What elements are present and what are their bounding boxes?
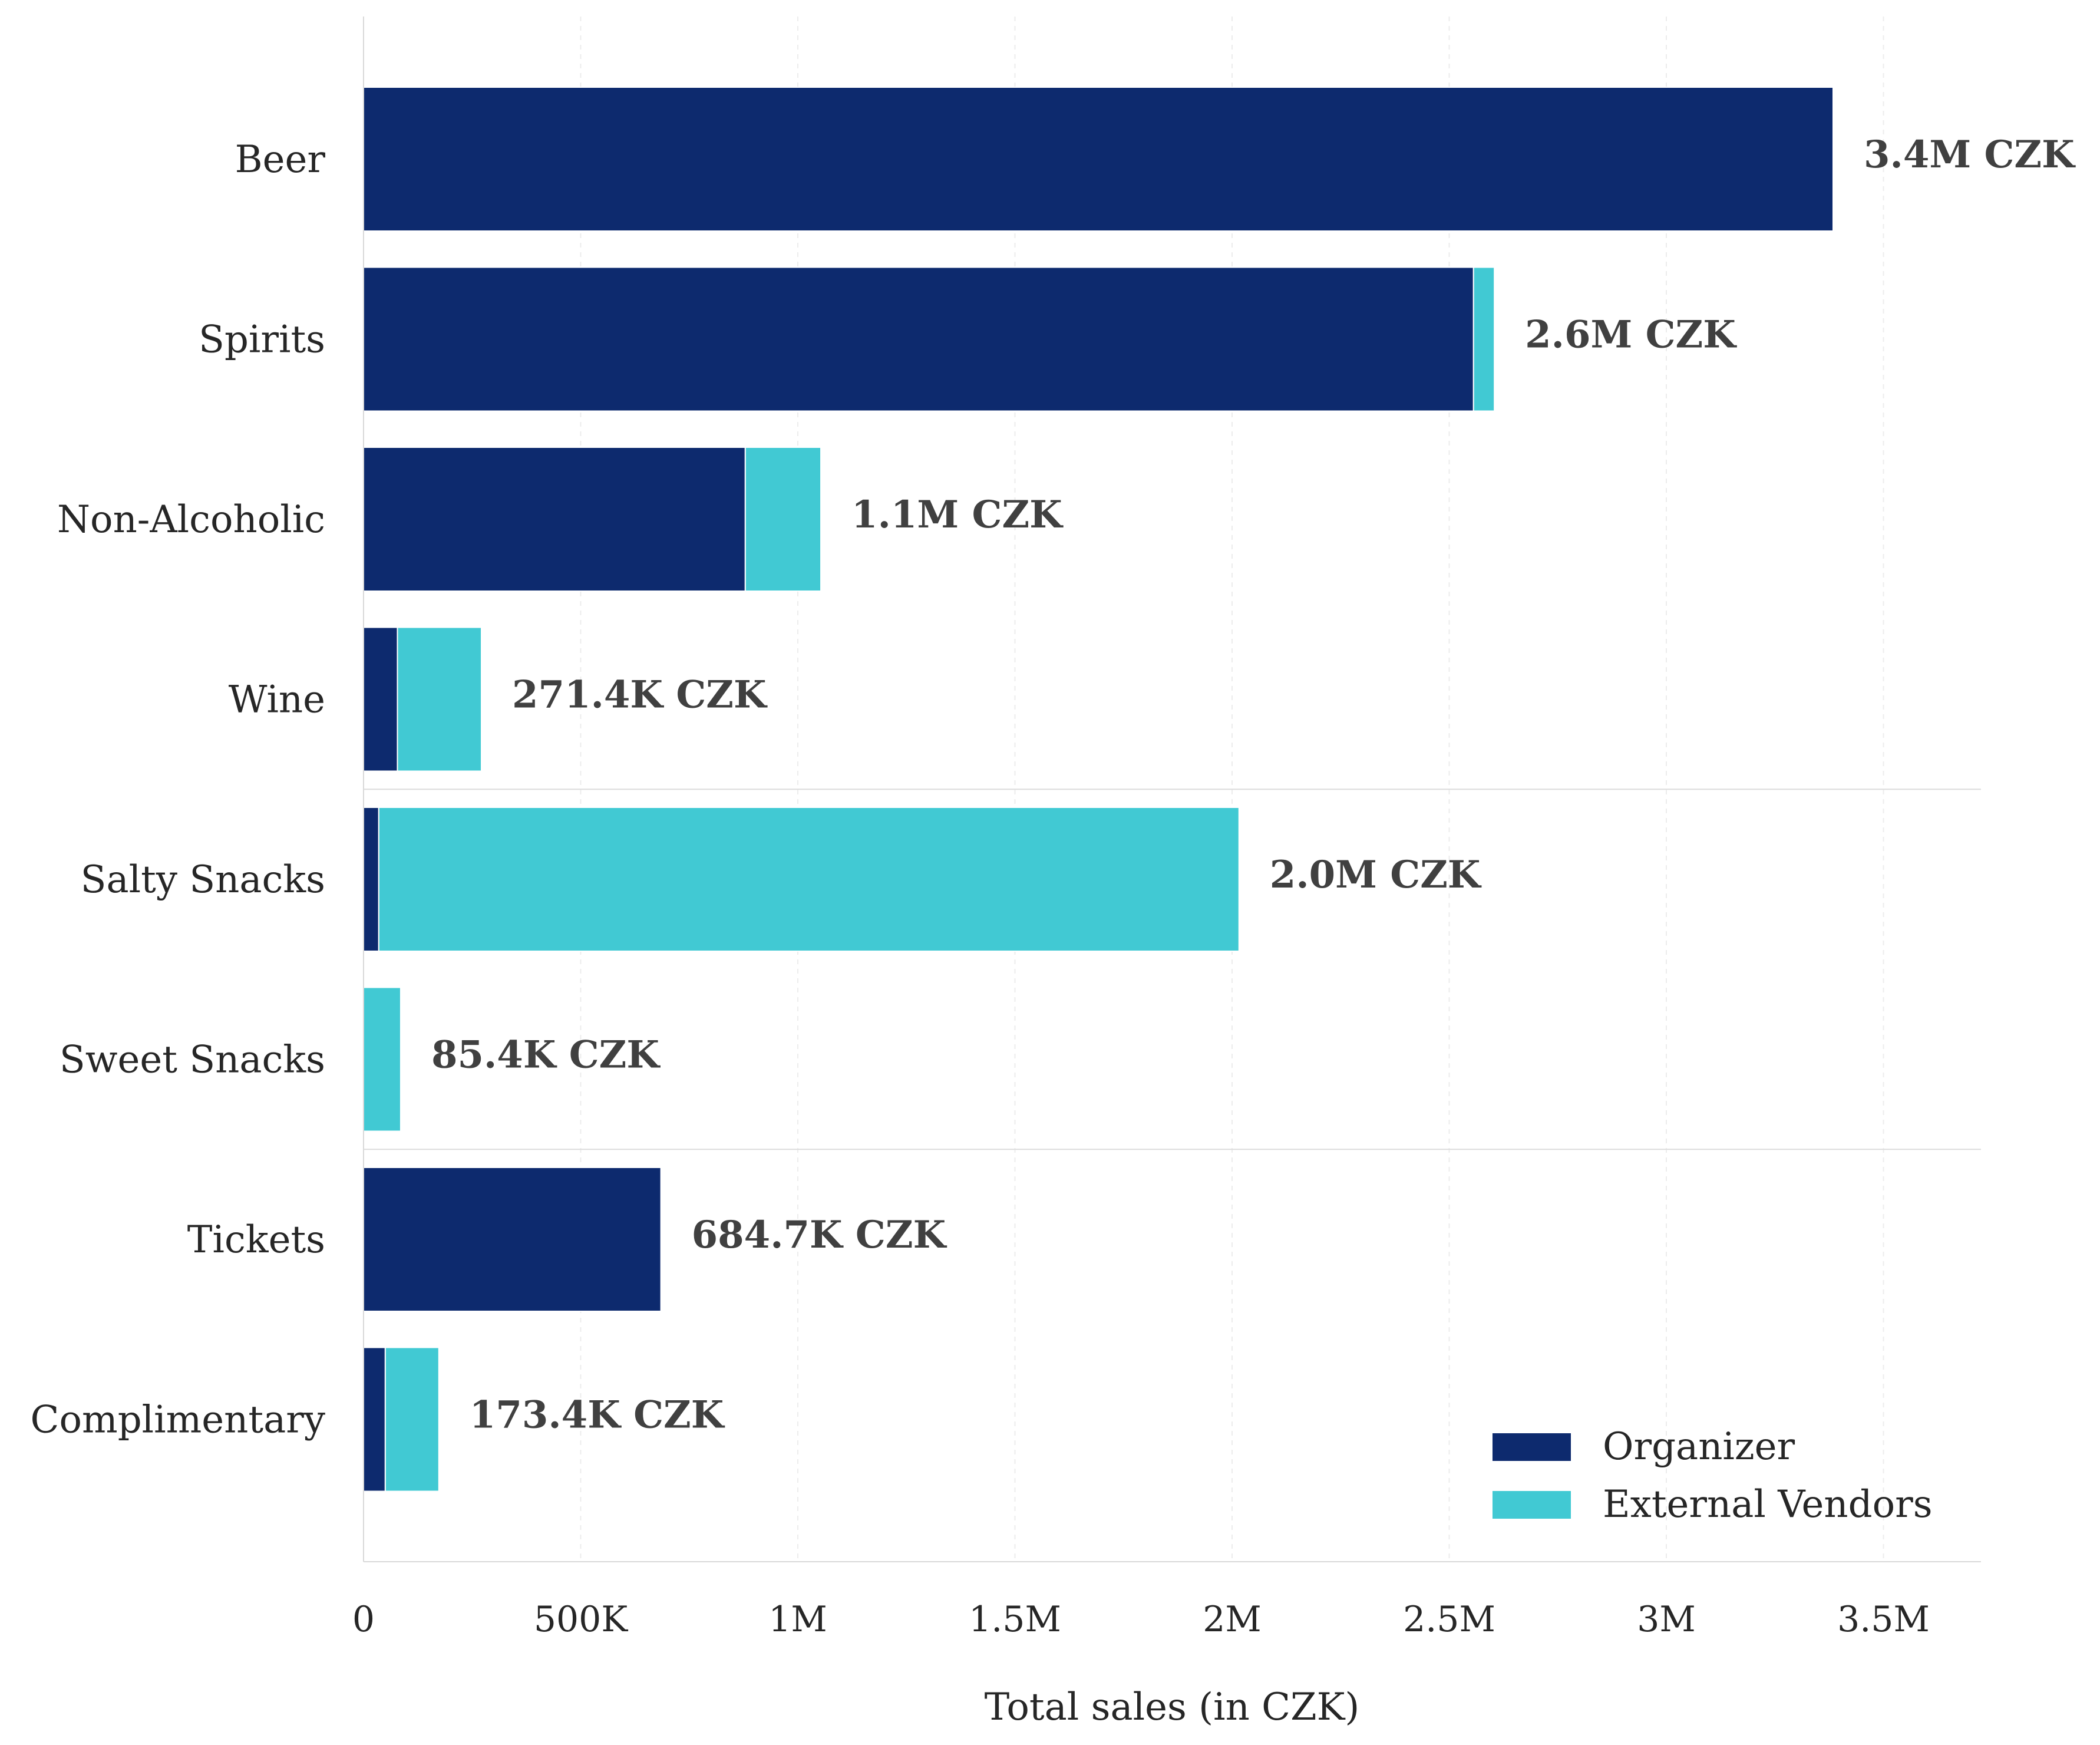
group-separators (364, 789, 1981, 1150)
category-label-beer: Beer (235, 138, 326, 182)
bar-non-alcoholic-external-vendors (744, 447, 822, 592)
value-label-salty-snacks: 2.0M CZK (1270, 853, 1482, 897)
x-tick-labels: 0 500K 1M 1.5M 2M 2.5M 3M 3.5M (352, 1599, 1930, 1640)
bar-wine-external-vendors (397, 626, 483, 772)
category-label-sweet-snacks: Sweet Snacks (60, 1038, 325, 1082)
bar-wine-organizer (363, 626, 398, 772)
legend: Organizer External Vendors (1493, 1425, 1933, 1526)
x-tick-1-5m: 1.5M (969, 1599, 1061, 1640)
value-label-spirits: 2.6M CZK (1525, 313, 1737, 357)
value-label-complimentary: 173.4K CZK (470, 1393, 725, 1437)
legend-label-external-vendors: External Vendors (1603, 1483, 1933, 1526)
axes (363, 17, 1981, 1562)
bar-complimentary-organizer (363, 1347, 386, 1492)
bar-spirits-organizer (363, 266, 1474, 412)
x-axis-title: Total sales (in CZK) (985, 1685, 1360, 1729)
bar-salty-snacks-external-vendors (378, 807, 1240, 952)
value-label-non-alcoholic: 1.1M CZK (851, 493, 1064, 537)
category-label-spirits: Spirits (199, 318, 325, 362)
x-tick-2m: 2M (1203, 1599, 1262, 1640)
x-tick-1m: 1M (768, 1599, 827, 1640)
x-tick-3-5m: 3.5M (1837, 1599, 1930, 1640)
category-label-salty-snacks: Salty Snacks (81, 858, 325, 902)
category-label-non-alcoholic: Non-Alcoholic (57, 498, 325, 542)
category-label-wine: Wine (229, 678, 325, 722)
bar-sweet-snacks-external-vendors (363, 987, 401, 1132)
value-label-sweet-snacks: 85.4K CZK (431, 1033, 661, 1077)
value-label-wine: 271.4K CZK (512, 673, 768, 717)
bar-spirits-external-vendors (1472, 266, 1495, 412)
category-label-complimentary: Complimentary (31, 1398, 326, 1442)
bar-beer-organizer (363, 87, 1834, 232)
x-tick-2-5m: 2.5M (1403, 1599, 1495, 1640)
legend-swatch-external-vendors (1493, 1491, 1571, 1519)
category-labels: Beer Spirits Non-Alcoholic Wine Salty Snacks… (31, 138, 326, 1442)
x-tick-3m: 3M (1637, 1599, 1696, 1640)
bar-tickets-organizer (363, 1167, 662, 1312)
value-label-beer: 3.4M CZK (1864, 133, 2076, 177)
category-label-tickets: Tickets (187, 1218, 325, 1262)
legend-swatch-organizer (1493, 1433, 1571, 1461)
legend-label-organizer: Organizer (1603, 1425, 1795, 1469)
x-tick-500k: 500K (534, 1599, 629, 1640)
bars (363, 87, 1834, 1492)
x-tick-0: 0 (352, 1599, 375, 1640)
bar-non-alcoholic-organizer (363, 447, 746, 592)
bar-salty-snacks-organizer (363, 807, 379, 952)
bar-complimentary-external-vendors (384, 1347, 440, 1492)
value-label-tickets: 684.7K CZK (692, 1213, 947, 1257)
value-labels: 3.4M CZK 2.6M CZK 1.1M CZK 271.4K CZK 2.0M C… (431, 133, 2076, 1437)
